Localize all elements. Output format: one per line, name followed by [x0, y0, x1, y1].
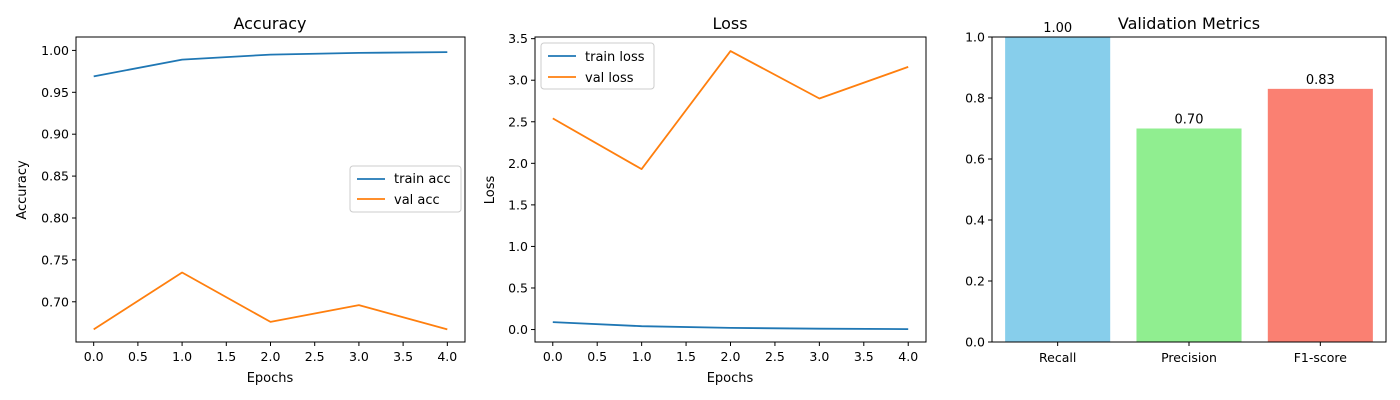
accuracy-y-axis-label: Accuracy	[15, 160, 30, 220]
legend-label-train-loss: train loss	[585, 50, 645, 65]
loss-x-tick-label: 3.5	[854, 349, 874, 364]
accuracy-y-tick-label: 0.85	[41, 169, 69, 184]
metrics-x-tick-label: Precision	[1161, 350, 1217, 365]
accuracy-x-tick-label: 3.5	[393, 349, 413, 364]
accuracy-x-tick-label: 4.0	[437, 349, 457, 364]
accuracy-legend-box	[349, 165, 462, 213]
loss-chart: Loss 0.0 0.5 1.0 1.5 2.0 2.5 3.0 3.5 4.0 0.0 0.5 1.…	[483, 14, 927, 386]
accuracy-y-tick-label: 0.95	[41, 85, 69, 100]
loss-y-tick-label: 2.5	[508, 114, 528, 129]
loss-legend: train loss val loss	[540, 42, 655, 90]
loss-x-tick-label: 2.0	[721, 349, 741, 364]
loss-y-tick-label: 3.5	[508, 31, 528, 46]
loss-y-tick-label: 0.0	[508, 322, 528, 337]
accuracy-y-tick-label: 0.70	[41, 294, 69, 309]
accuracy-x-tick-label: 1.5	[216, 349, 236, 364]
metrics-y-tick-label: 0.0	[965, 335, 985, 350]
accuracy-y-tick-label: 1.00	[41, 43, 69, 58]
legend-label-val-acc: val acc	[394, 193, 440, 208]
accuracy-x-tick-label: 0.0	[84, 349, 104, 364]
accuracy-x-axis-label: Epochs	[247, 371, 294, 386]
bar-f1-score	[1267, 88, 1373, 342]
loss-x-tick-label: 0.5	[587, 349, 607, 364]
data-label-recall: 1.00	[1043, 21, 1072, 36]
data-label-f1-score: 0.83	[1306, 73, 1335, 88]
accuracy-y-tick-label: 0.80	[41, 210, 69, 225]
legend-label-train-acc: train acc	[394, 172, 451, 187]
validation-metrics-chart-title: Validation Metrics	[1118, 14, 1260, 33]
validation-metrics-chart: Validation Metrics 1.00 0.70 0.83 Recall Pr…	[965, 14, 1387, 365]
accuracy-x-tick-label: 3.0	[349, 349, 369, 364]
accuracy-y-tick-label: 0.75	[41, 252, 69, 267]
metrics-x-tick-label: F1-score	[1294, 350, 1348, 365]
loss-y-tick-label: 0.5	[508, 280, 528, 295]
series-line-train-acc	[93, 51, 448, 78]
loss-y-axis-label: Loss	[483, 176, 498, 205]
accuracy-x-tick-label: 2.5	[305, 349, 325, 364]
loss-x-tick-label: 2.5	[765, 349, 785, 364]
accuracy-y-tick-label: 0.90	[41, 127, 69, 142]
loss-chart-title: Loss	[712, 14, 747, 33]
accuracy-x-tick-label: 0.5	[128, 349, 148, 364]
bar-recall	[1005, 37, 1111, 342]
metrics-x-tick-label: Recall	[1039, 350, 1076, 365]
accuracy-legend: train acc val acc	[349, 165, 462, 213]
loss-x-tick-label: 3.0	[809, 349, 829, 364]
loss-x-tick-label: 1.5	[676, 349, 696, 364]
metrics-y-tick-label: 0.2	[965, 274, 985, 289]
loss-x-tick-label: 1.0	[632, 349, 652, 364]
loss-y-tick-label: 3.0	[508, 73, 528, 88]
metrics-y-tick-label: 0.6	[965, 152, 985, 167]
loss-x-tick-label: 4.0	[898, 349, 918, 364]
loss-y-tick-label: 2.0	[508, 156, 528, 171]
series-line-train-loss	[552, 321, 909, 330]
accuracy-x-tick-label: 1.0	[172, 349, 192, 364]
metrics-y-tick-label: 0.8	[965, 91, 985, 106]
accuracy-chart: Accuracy 0.0 0.5 1.0 1.5 2.0 2.5 3.0 3.5 4.0 0.70…	[15, 14, 466, 386]
accuracy-chart-title: Accuracy	[233, 14, 306, 33]
metrics-y-tick-label: 0.4	[965, 213, 985, 228]
bar-precision	[1136, 128, 1242, 342]
legend-label-val-loss: val loss	[585, 71, 634, 86]
loss-y-tick-label: 1.5	[508, 197, 528, 212]
loss-x-tick-label: 0.0	[543, 349, 563, 364]
accuracy-x-tick-label: 2.0	[261, 349, 281, 364]
loss-x-axis-label: Epochs	[707, 371, 754, 386]
metrics-y-tick-label: 1.0	[965, 30, 985, 45]
data-label-precision: 0.70	[1175, 113, 1204, 128]
loss-y-tick-label: 1.0	[508, 239, 528, 254]
series-line-val-acc	[93, 271, 448, 331]
series-line-val-loss	[552, 50, 909, 171]
